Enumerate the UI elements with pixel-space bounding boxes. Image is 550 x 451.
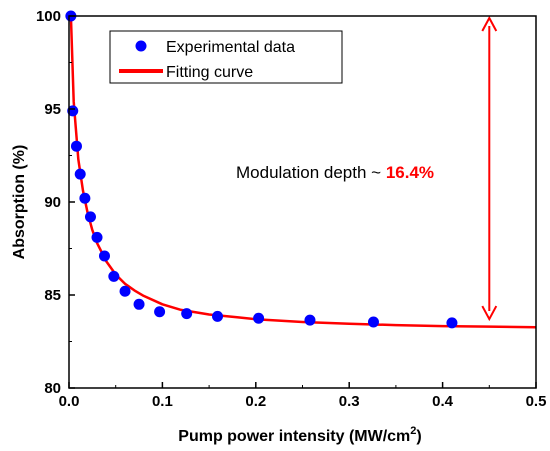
legend-label-experimental: Experimental data: [166, 39, 295, 56]
x-tick-label: 0.4: [432, 393, 454, 410]
experimental-data-point: [446, 317, 458, 329]
x-tick-label: 0.5: [526, 393, 547, 410]
x-tick-label: 0.3: [339, 393, 360, 410]
modulation-depth-annotation: Modulation depth ~ 16.4%: [236, 163, 434, 182]
modulation-arrow-head-bottom: [481, 305, 498, 322]
axes: [68, 15, 537, 389]
experimental-data-point: [367, 316, 379, 328]
experimental-data-point: [79, 192, 91, 204]
legend-marker-experimental: [135, 40, 147, 52]
experimental-data-point: [253, 312, 265, 324]
legend: Experimental data Fitting curve: [109, 30, 343, 84]
fitting-curve-line: [69, 15, 536, 329]
x-axis-label-end: ): [416, 428, 421, 445]
modulation-depth-label: Modulation depth ~: [236, 163, 386, 182]
annotation: Modulation depth ~ 16.4%: [236, 163, 434, 182]
y-tick-label: 85: [44, 287, 61, 304]
tick-labels: 0.0 0.1 0.2 0.3 0.4 0.5 80 85 90 95 100: [36, 8, 546, 410]
experimental-data-point: [70, 140, 82, 152]
plot-area: [65, 10, 536, 329]
experimental-data-point: [119, 285, 131, 297]
x-axis-label: Pump power intensity (MW/cm2): [178, 425, 421, 445]
experimental-data-point: [212, 310, 224, 322]
x-tick-label: 0.2: [245, 393, 266, 410]
experimental-data-point: [108, 270, 120, 282]
y-tick-label: 90: [44, 194, 61, 211]
experimental-data-point: [74, 168, 86, 180]
y-axis-label: Absorption (%): [11, 145, 28, 260]
experimental-data-point: [84, 211, 96, 223]
modulation-arrow-head-top: [481, 15, 498, 32]
legend-box: [109, 30, 343, 84]
legend-label-fitting: Fitting curve: [166, 64, 253, 81]
experimental-data-point: [304, 314, 316, 326]
modulation-depth-value: 16.4%: [386, 163, 434, 182]
experimental-data-point: [67, 105, 79, 117]
experimental-data-point: [181, 308, 193, 320]
x-axis-label-superscript: 2: [410, 425, 416, 437]
x-tick-label: 0.1: [152, 393, 173, 410]
experimental-data-point: [154, 306, 166, 318]
y-tick-label: 80: [44, 380, 61, 397]
experimental-data-point: [98, 250, 110, 262]
x-tick-label: 0.0: [59, 393, 80, 410]
y-tick-label: 95: [44, 101, 61, 118]
experimental-data-point: [91, 231, 103, 243]
experimental-data-point: [133, 298, 145, 310]
y-tick-label: 100: [36, 8, 61, 25]
